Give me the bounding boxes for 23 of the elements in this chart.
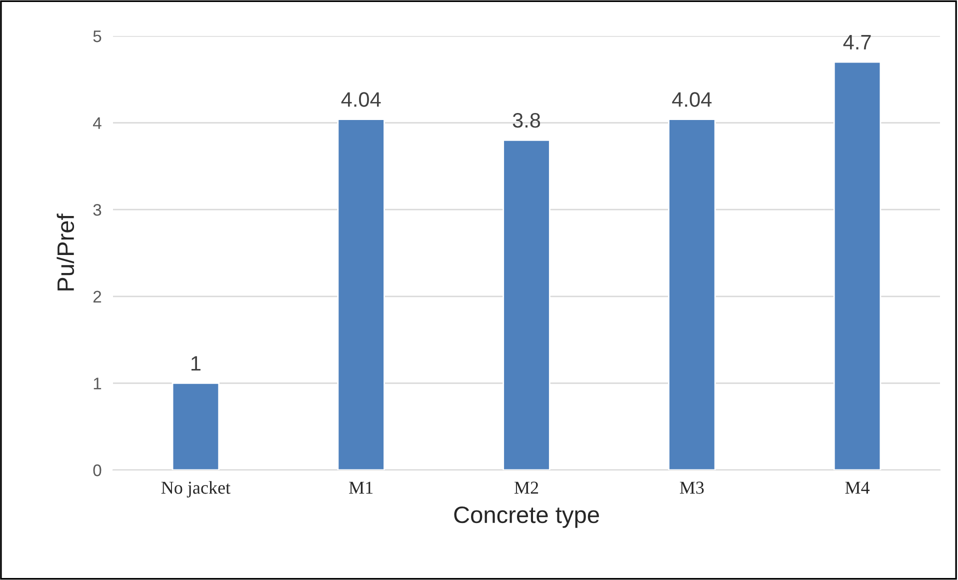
y-tick-label: 4	[93, 117, 102, 129]
x-tick-label: M2	[514, 482, 538, 494]
y-tick-label: 3	[93, 204, 102, 216]
x-tick-label: No jacket	[161, 481, 230, 498]
data-label: 1	[191, 356, 200, 371]
bar	[337, 118, 385, 470]
y-axis-title: Pu/Pref	[56, 214, 74, 290]
y-tick-label: 1	[94, 378, 102, 390]
y-tick-label: 2	[93, 290, 102, 302]
x-tick-label: M3	[680, 482, 704, 494]
bar	[833, 61, 882, 470]
data-label: 4.7	[843, 35, 871, 50]
data-label: 4.04	[341, 92, 381, 107]
bar	[668, 118, 716, 470]
bar	[172, 382, 220, 470]
y-tick-label: 5	[93, 30, 102, 42]
x-tick-label: M1	[349, 482, 373, 494]
bar	[502, 139, 550, 470]
x-axis-title: Concrete type	[454, 506, 599, 528]
y-tick-label: 0	[93, 464, 102, 476]
x-tick-label: M4	[845, 482, 870, 494]
data-label: 3.8	[512, 112, 540, 128]
data-label: 4.04	[672, 92, 712, 107]
